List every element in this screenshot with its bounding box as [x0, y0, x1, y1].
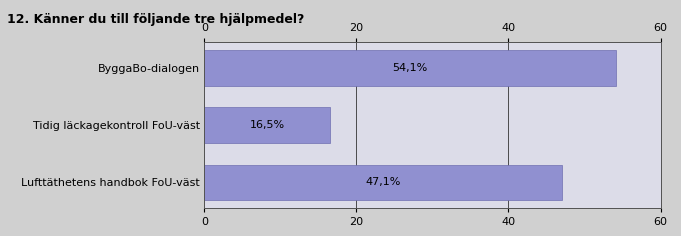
Text: 16,5%: 16,5% — [249, 120, 285, 130]
Text: 54,1%: 54,1% — [392, 63, 428, 73]
Bar — [204, 50, 616, 85]
Bar — [204, 165, 563, 200]
Bar — [204, 107, 330, 143]
Text: 12. Känner du till följande tre hjälpmedel?: 12. Känner du till följande tre hjälpmed… — [7, 13, 304, 26]
Text: 47,1%: 47,1% — [366, 177, 401, 187]
